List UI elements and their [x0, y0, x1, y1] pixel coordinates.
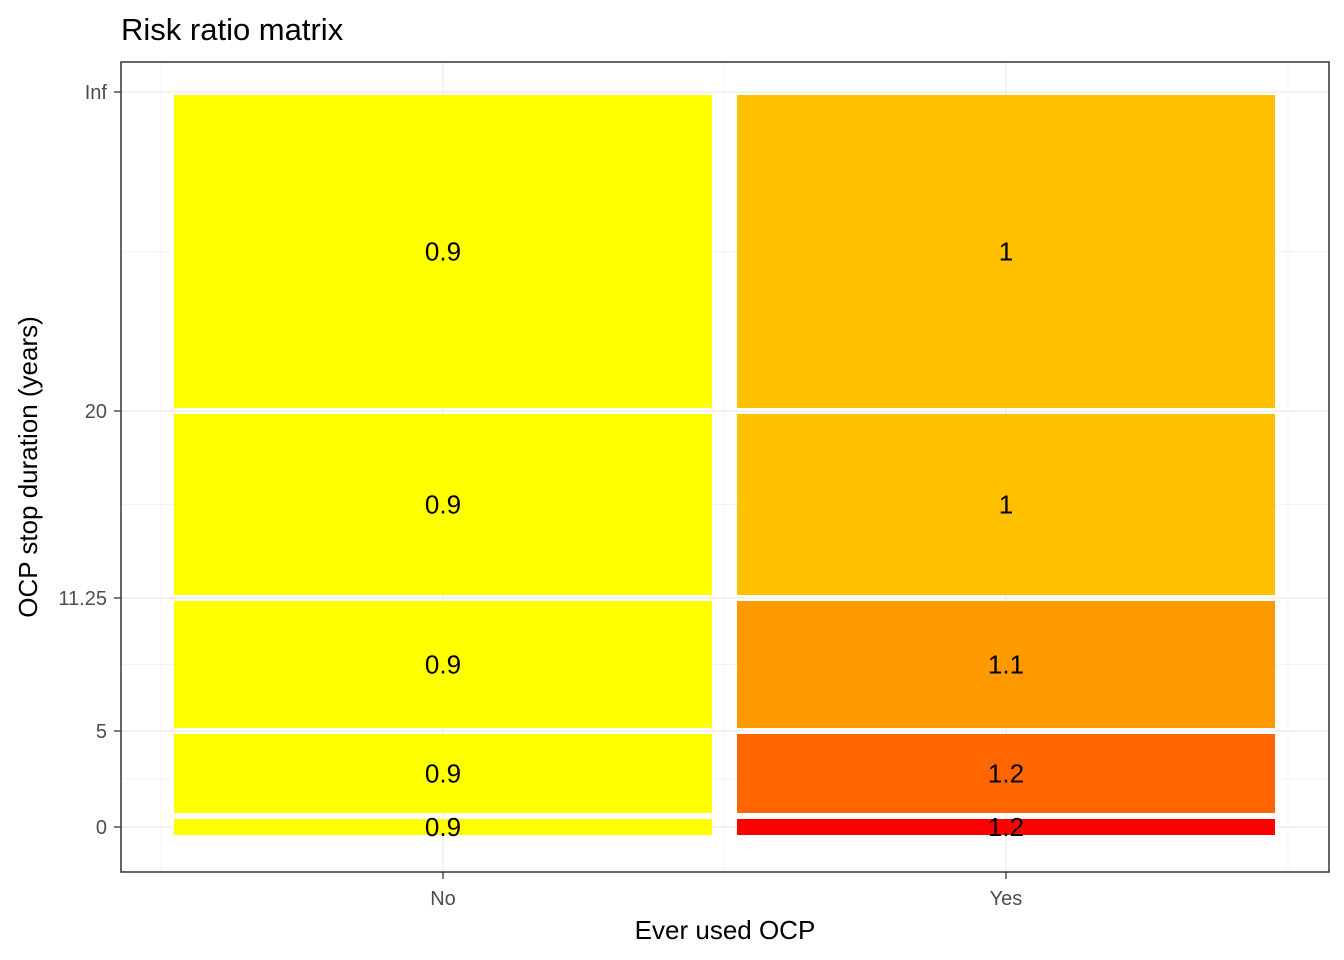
- cell-value-label: 1.2: [988, 812, 1024, 842]
- cell-value-label: 0.9: [425, 490, 461, 520]
- cell-value-label: 1.1: [988, 650, 1024, 680]
- cell-value-label: 1: [999, 490, 1013, 520]
- heatmap-cell: [174, 601, 712, 728]
- cell-value-label: 1: [999, 237, 1013, 267]
- y-tick-label: 5: [96, 721, 107, 743]
- y-axis-title: OCP stop duration (years): [13, 316, 43, 618]
- heatmap-cell: [737, 95, 1275, 408]
- cell-value-label: 1.2: [988, 759, 1024, 789]
- x-tick-label: Yes: [990, 888, 1023, 910]
- cell-value-label: 0.9: [425, 237, 461, 267]
- x-tick-label: No: [430, 888, 456, 910]
- heatmap-cell: [174, 734, 712, 813]
- x-axis-title: Ever used OCP: [635, 915, 816, 945]
- cell-value-label: 0.9: [425, 650, 461, 680]
- cell-value-label: 0.9: [425, 759, 461, 789]
- y-tick-label: 11.25: [58, 588, 107, 610]
- heatmap-cell: [737, 601, 1275, 728]
- y-tick-label: Inf: [85, 82, 108, 104]
- y-tick-label: 0: [96, 817, 107, 839]
- heatmap-cell: [737, 819, 1275, 835]
- heatmap-cell: [174, 95, 712, 408]
- heatmap-cell: [737, 414, 1275, 595]
- heatmap-cell: [174, 819, 712, 835]
- heatmap-cell: [737, 734, 1275, 813]
- x-axis: No Yes: [430, 872, 1022, 910]
- y-tick-label: 20: [85, 401, 107, 423]
- heatmap-cell: [174, 414, 712, 595]
- y-axis: 0 5 11.25 20 Inf: [58, 82, 121, 839]
- chart-title: Risk ratio matrix: [121, 12, 344, 47]
- panel-border: [120, 61, 1330, 873]
- cells: 0.9 0.9 0.9 0.9 0.9 1.2 1.2 1.1 1 1: [174, 95, 1275, 842]
- cell-value-label: 0.9: [425, 812, 461, 842]
